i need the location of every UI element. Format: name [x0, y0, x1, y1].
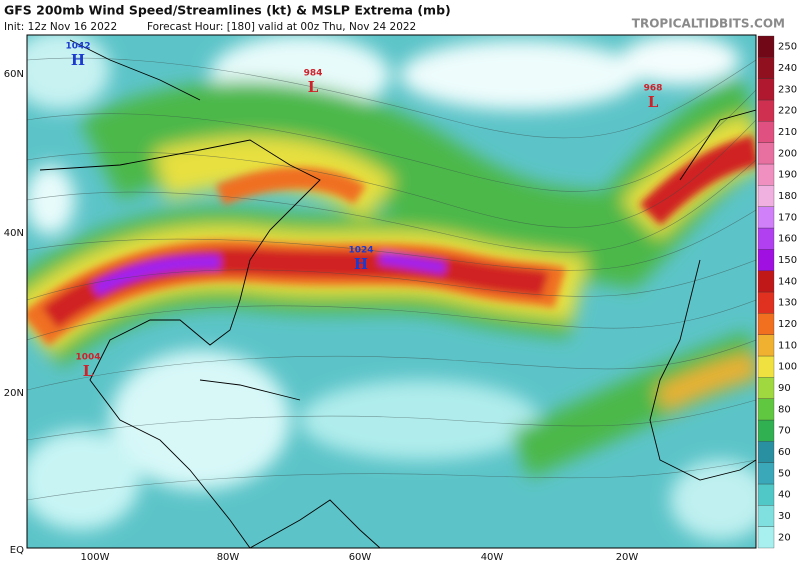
longitude-label: 80W	[217, 552, 240, 563]
colorbar-label: 180	[778, 191, 797, 202]
colorbar-label: 130	[778, 298, 797, 309]
source-credit: TROPICALTIDBITS.COM	[632, 17, 785, 31]
valid-time: valid at 00z Thu, Nov 24 2022	[258, 21, 416, 33]
longitude-label: 20W	[616, 552, 639, 563]
colorbar-swatch	[757, 462, 775, 485]
colorbar-label: 200	[778, 148, 797, 159]
longitude-label: 40W	[481, 552, 504, 563]
colorbar-label: 120	[778, 319, 797, 330]
colorbar-label: 40	[778, 490, 791, 501]
colorbar-label: 90	[778, 383, 791, 394]
colorbar-label: 230	[778, 84, 797, 95]
colorbar-label: 60	[778, 447, 791, 458]
colorbar-swatch	[757, 121, 775, 143]
latitude-label: EQ	[10, 545, 24, 556]
coastlines	[39, 39, 756, 548]
colorbar-swatch	[757, 185, 775, 207]
pressure-value: 984	[304, 69, 323, 79]
colorbar-label: 220	[778, 106, 797, 117]
colorbar-swatch	[757, 35, 775, 58]
colorbar-swatch	[757, 505, 775, 527]
pressure-value: 1042	[65, 42, 90, 52]
colorbar-label: 70	[778, 426, 791, 437]
colorbar-swatch	[757, 206, 775, 229]
forecast-hour: Forecast Hour: [180]	[147, 21, 255, 33]
colorbar-label: 140	[778, 276, 797, 287]
colorbar-swatch	[757, 377, 775, 399]
colorbar-swatch	[757, 57, 775, 79]
colorbar-label: 110	[778, 340, 797, 351]
colorbar-label: 20	[778, 532, 791, 543]
colorbar-label: 240	[778, 63, 797, 74]
colorbar-swatch	[757, 270, 775, 293]
colorbar-swatch	[757, 142, 775, 165]
latitude-label: 20N	[4, 388, 24, 399]
colorbar-swatch	[757, 334, 775, 357]
latitude-label: 40N	[4, 228, 24, 239]
colorbar-swatch	[757, 441, 775, 463]
colorbar-swatch	[757, 419, 775, 442]
pressure-value: 968	[644, 84, 663, 94]
colorbar-label: 100	[778, 362, 797, 373]
colorbar-swatch	[757, 526, 775, 549]
colorbar-label: 150	[778, 255, 797, 266]
latitude-label: 60N	[4, 69, 24, 80]
longitude-label: 100W	[81, 552, 110, 563]
map-field	[27, 35, 756, 548]
colorbar-label: 250	[778, 42, 797, 53]
longitude-label: 60W	[349, 552, 372, 563]
colorbar-label: 80	[778, 404, 791, 415]
pressure-value: 1004	[75, 353, 100, 363]
init-time: Init: 12z Nov 16 2022	[4, 21, 117, 33]
colorbar-swatch	[757, 355, 775, 378]
colorbar-label: 50	[778, 468, 791, 479]
colorbar-swatch	[757, 99, 775, 122]
colorbar-label: 210	[778, 127, 797, 138]
pressure-center-letter: L	[83, 362, 94, 380]
map-frame	[26, 34, 757, 549]
colorbar-swatch	[757, 78, 775, 101]
colorbar-swatch	[757, 313, 775, 335]
pressure-center-letter: L	[648, 93, 659, 111]
pressure-value: 1024	[348, 246, 373, 256]
colorbar-swatch	[757, 163, 775, 186]
colorbar-label: 190	[778, 170, 797, 181]
pressure-center-letter: H	[354, 255, 368, 273]
colorbar: 20 30 40 50 60 70 80 90 100 110 120 130 140 150 160 170…	[757, 35, 797, 549]
title: GFS 200mb Wind Speed/Streamlines (kt) & …	[4, 3, 451, 18]
pressure-center-letter: L	[308, 78, 319, 96]
pressure-center-letter: H	[71, 51, 85, 69]
colorbar-label: 170	[778, 212, 797, 223]
axis-labels: 60N 40N 20N EQ 100W 80W 60W 40W 20W	[4, 69, 639, 563]
colorbar-swatch	[757, 291, 775, 314]
colorbar-label: 30	[778, 511, 791, 522]
colorbar-swatch	[757, 249, 775, 271]
colorbar-swatch	[757, 227, 775, 250]
colorbar-swatch	[757, 483, 775, 506]
colorbar-swatch	[757, 398, 775, 421]
colorbar-label: 160	[778, 234, 797, 245]
